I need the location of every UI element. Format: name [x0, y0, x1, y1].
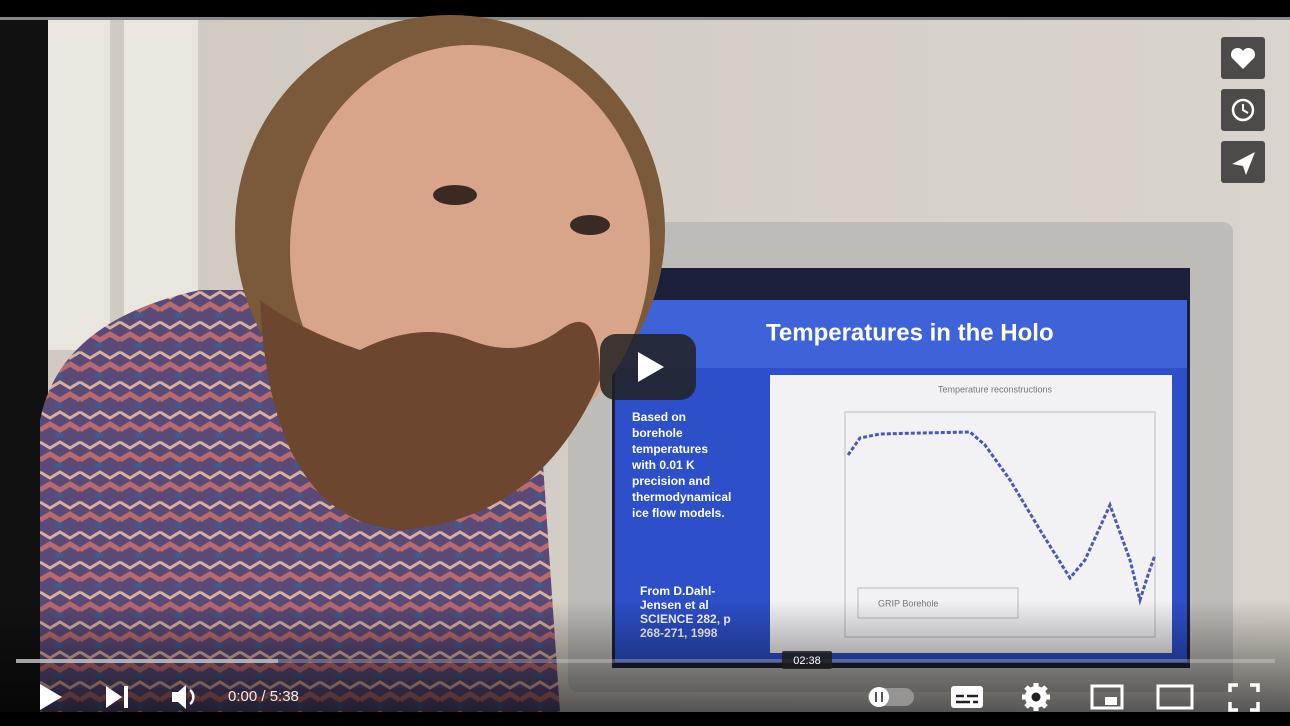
side-buttons	[1221, 37, 1265, 183]
share-icon	[1232, 152, 1255, 175]
hover-time: 02:38	[793, 655, 821, 667]
bottom-border	[0, 712, 1290, 726]
caption-line: ice flow models.	[632, 506, 725, 520]
caption-line: thermodynamical	[632, 490, 731, 504]
progress-track[interactable]	[16, 659, 1275, 663]
autoplay-knob	[869, 687, 889, 707]
volume-wave	[189, 689, 195, 705]
miniplayer-button[interactable]	[1090, 684, 1124, 710]
next-button[interactable]	[106, 686, 128, 708]
settings-hole	[1031, 692, 1041, 702]
miniplayer-inner	[1105, 697, 1117, 705]
heart-icon	[1230, 47, 1256, 69]
caption-line: Based on	[632, 410, 686, 424]
clock-icon	[1231, 98, 1255, 122]
hover-time-box	[782, 651, 832, 669]
caption-line: temperatures	[632, 442, 708, 456]
time-display: 0:00 / 5:38	[228, 688, 299, 705]
big-play-icon	[638, 352, 664, 382]
caption-line: borehole	[632, 426, 683, 440]
caption-line: with 0.01 K	[631, 458, 695, 472]
slide-header	[615, 300, 1187, 368]
subtitles-lines	[956, 694, 978, 704]
play-button[interactable]	[40, 684, 62, 710]
source-line: From D.Dahl-	[640, 584, 715, 598]
autoplay-pause-icon	[875, 692, 883, 702]
plot-curve	[846, 430, 1157, 606]
slide-title: Temperatures in the Holo	[766, 319, 1054, 346]
progress-buffered	[16, 659, 278, 663]
slide-caption: Based on borehole temperatures with 0.01 K p…	[631, 410, 731, 520]
eye-left	[433, 185, 477, 205]
control-bar: 0:00 / 5:38	[40, 683, 1260, 712]
theater-button[interactable]	[1156, 684, 1194, 710]
caption-line: precision and	[632, 474, 710, 488]
top-line	[0, 17, 1290, 20]
plot-title: Temperature reconstructions	[938, 384, 1053, 394]
beard	[260, 300, 600, 530]
clock-hands	[1242, 104, 1249, 114]
eye-right	[570, 215, 610, 235]
window-frame	[110, 20, 124, 350]
controls-shade	[0, 600, 1290, 712]
fullscreen-button[interactable]	[1228, 683, 1260, 712]
volume-button[interactable]	[172, 685, 186, 709]
